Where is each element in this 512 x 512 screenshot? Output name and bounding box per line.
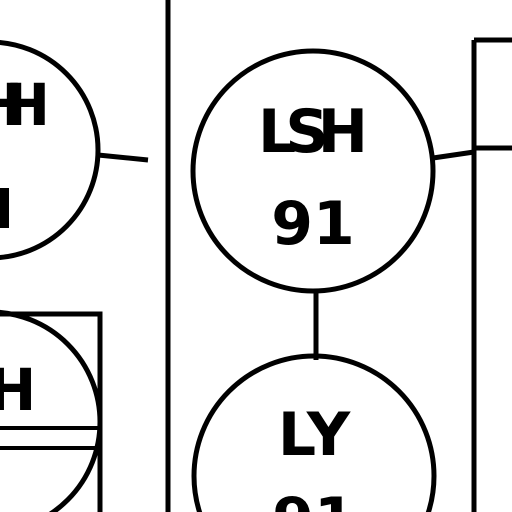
instrument-partial-left-boxed: H [0, 309, 103, 512]
instrument-tag: HH [0, 71, 50, 139]
instrument-number: 91 [271, 189, 355, 259]
instrument-bubble [0, 309, 103, 512]
instrument-lsh-91: LSH 91 [190, 48, 475, 294]
instrument-bubble [191, 353, 437, 512]
connector-line [97, 152, 149, 163]
instrument-tag: LSH [258, 97, 368, 167]
instrument-tag: H [0, 356, 36, 424]
instrument-number: 91 [272, 485, 356, 512]
instrument-bubble [190, 48, 436, 294]
connector-line [432, 149, 475, 161]
instrument-bubble [0, 39, 101, 261]
partial-number-glyph [0, 188, 9, 228]
instrument-partial-left-top: HH [0, 39, 149, 261]
instrument-tag: LY [278, 400, 352, 470]
instrument-ly-91: LY 91 [191, 353, 437, 512]
